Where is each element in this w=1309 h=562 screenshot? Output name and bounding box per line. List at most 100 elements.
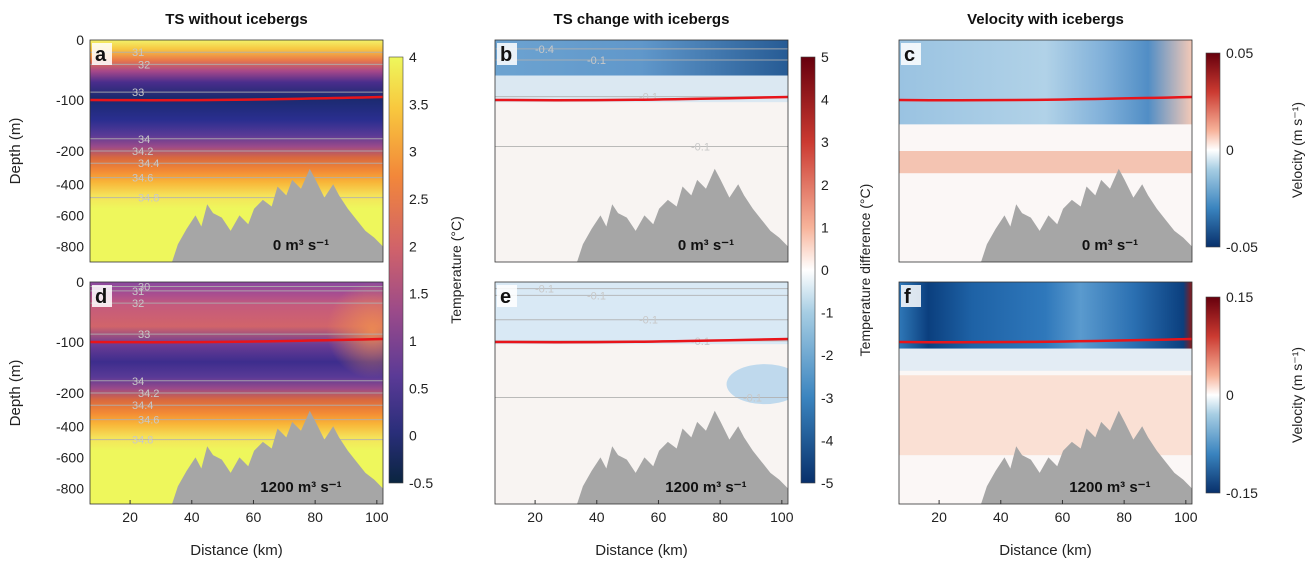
panel-c-field	[899, 40, 1192, 262]
bathymetry	[90, 410, 383, 504]
contour-label: 34.2	[132, 146, 153, 158]
panel-letter: a	[95, 44, 107, 66]
colorbar-scale	[1205, 296, 1221, 494]
y-axis-label: Depth (m)	[7, 118, 24, 185]
column-title-1: TS change with icebergs	[554, 11, 730, 28]
contour-label: 33	[132, 87, 144, 99]
discharge-label: 1200 m³ s⁻¹	[260, 479, 341, 496]
colorbar-tick-label: 0	[1226, 142, 1234, 158]
colorbar-label: Temperature (°C)	[448, 216, 464, 324]
interface-line	[90, 95, 383, 102]
x-axis-label: Distance (km)	[190, 542, 283, 559]
y-tick-label: 0	[76, 32, 84, 48]
warm-anomaly	[251, 282, 383, 420]
x-tick-label: 60	[651, 509, 667, 525]
y-tick-label: -100	[56, 92, 84, 108]
colorbar-label: Temperature difference (°C)	[857, 184, 873, 357]
colorbars: 4 3.5 3 2.5 2 1.5 1 0.5 0 -0.5 Temperature (°C) 5 4 3…	[388, 45, 1305, 501]
surface-cooling	[495, 40, 788, 76]
interface-line	[899, 95, 1192, 102]
interface-line	[495, 95, 788, 102]
x-axis-label: Distance (km)	[595, 542, 688, 559]
contour-label: 32	[132, 298, 144, 310]
y-tick-label: -200	[56, 143, 84, 159]
panel-letter-box	[92, 285, 112, 307]
y-tick-label: -800	[56, 238, 84, 254]
panel-c: c 0 m³ s⁻¹	[898, 39, 1193, 263]
x-tick-label: 20	[527, 509, 543, 525]
colorbar-tick-label: 5	[821, 49, 829, 65]
x-tick-label: 80	[1116, 509, 1132, 525]
panel-letter: e	[500, 286, 511, 308]
contour-label: 34.4	[138, 158, 159, 170]
interface-line	[90, 337, 383, 344]
discharge-label: 0 m³ s⁻¹	[1082, 237, 1138, 254]
colorbar-f: 0.15 0 -0.15 Velocity (m s⁻¹)	[1205, 289, 1305, 501]
colorbar-tick-label: 1.5	[409, 286, 429, 302]
axis-labels: Distance (km) Distance (km) Distance (km) D…	[7, 118, 1092, 559]
x-tick-label: 20	[122, 509, 138, 525]
colorbar-tick-label: 0.05	[1226, 45, 1253, 61]
x-tick-label: 100	[365, 509, 389, 525]
y-tick-label: -600	[56, 449, 84, 465]
colorbar-tick-label: 2	[821, 177, 829, 193]
bathymetry	[899, 410, 1192, 504]
colorbar-tick-label: -5	[821, 475, 834, 491]
bathymetry	[899, 168, 1192, 262]
panel-letter-box	[901, 285, 921, 307]
contour-label: -0.1	[639, 315, 658, 327]
bathymetry	[495, 168, 788, 262]
colorbar-tick-label: -2	[821, 347, 834, 363]
colorbar-tick-label: 1	[409, 333, 417, 349]
contour-label: -0.1	[743, 392, 762, 404]
y-tick-label: -100	[56, 334, 84, 350]
bathymetry	[495, 410, 788, 504]
panel-letter-box	[497, 43, 517, 65]
contour-label: 34.6	[138, 415, 159, 427]
colorbar-tick-label: -4	[821, 432, 834, 448]
x-tick-label: 60	[246, 509, 262, 525]
x-tick-label: 60	[1055, 509, 1071, 525]
panel-frame	[898, 281, 1193, 505]
panel-letter: f	[904, 286, 911, 308]
panel-letter: d	[95, 286, 107, 308]
x-tick-label: 80	[307, 509, 323, 525]
colorbar-tick-label: 0	[1226, 387, 1234, 403]
discharge-label: 1200 m³ s⁻¹	[665, 479, 746, 496]
colorbar-label: Velocity (m s⁻¹)	[1289, 347, 1305, 443]
colorbar-tick-label: -1	[821, 305, 834, 321]
panel-frame	[89, 39, 384, 263]
contour-label: -0.1	[691, 142, 710, 154]
colorbar-tick-label: -0.15	[1226, 485, 1258, 501]
colorbar-b: 5 4 3 2 1 0 -1 -2 -3 -4 -5 Temperature difference (…	[800, 49, 873, 491]
column-titles: TS without icebergs TS change with iceber…	[165, 11, 1124, 28]
contour-label: 34	[132, 376, 144, 388]
y-axis-label: Depth (m)	[7, 360, 24, 427]
colorbar-tick-label: -3	[821, 390, 834, 406]
colorbar-scale	[1205, 52, 1221, 248]
x-tick-label: 100	[1174, 509, 1198, 525]
column-title-2: Velocity with icebergs	[967, 11, 1124, 28]
contour-label: 31	[132, 47, 144, 59]
colorbar-tick-label: 3	[409, 144, 417, 160]
colorbar-tick-label: -0.05	[1226, 239, 1258, 255]
upper-velocity	[899, 282, 1192, 349]
x-tick-label: 100	[770, 509, 794, 525]
colorbar-tick-label: 0.15	[1226, 289, 1253, 305]
contour-label: 34.4	[132, 400, 153, 412]
panel-e-field: -0.1-0.1-0.1-0.1-0.1	[495, 282, 788, 504]
mid-velocity	[899, 151, 1192, 174]
colorbar-tick-label: -0.5	[409, 475, 433, 491]
x-axis-label: Distance (km)	[999, 542, 1092, 559]
panel-letter-box	[92, 43, 112, 65]
x-tick-label: 40	[184, 509, 200, 525]
contour-label: 34.8	[138, 193, 159, 205]
discharge-label: 0 m³ s⁻¹	[678, 237, 734, 254]
panel-frame	[898, 39, 1193, 263]
panel-f: f 1200 m³ s⁻¹ 20 40 60 80 100	[898, 281, 1198, 525]
contour-label: 31	[132, 286, 144, 298]
